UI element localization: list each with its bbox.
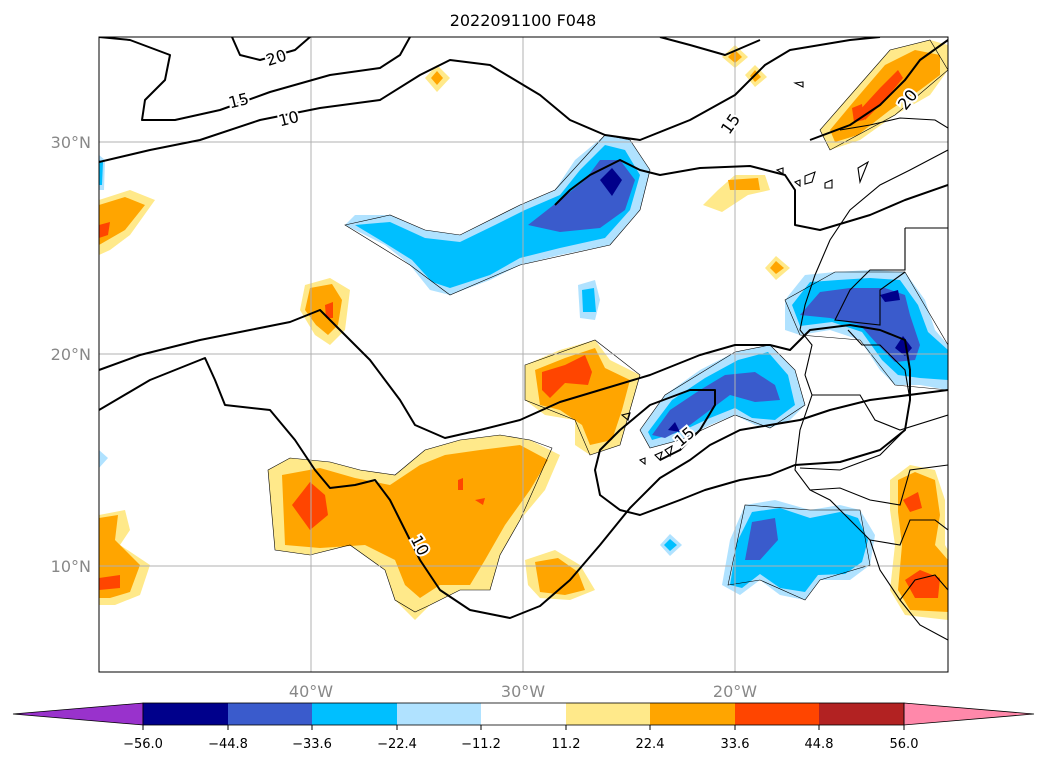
colorbar-ticks [142, 725, 905, 730]
contour-10-lower [99, 357, 948, 619]
warm-blob-red-small [475, 498, 485, 505]
warm-spot-e-orange [770, 261, 784, 274]
contour-15-right [554, 159, 948, 231]
warm-ne-coast-red [858, 70, 903, 120]
african-border-4 [809, 464, 948, 506]
warm-africa-red-1 [903, 492, 922, 512]
colorbar-tick-label: 56.0 [890, 737, 919, 752]
cool-blob-10n-blue [745, 518, 778, 560]
african-border-5 [869, 519, 948, 601]
cool-edge-28n-cyan [99, 160, 103, 185]
african-border-3 [812, 394, 948, 431]
warm-blob-18n-red [542, 355, 592, 398]
positive-anomaly-areas [99, 40, 948, 620]
colorbar-segment [735, 703, 819, 725]
colorbar-segment [819, 703, 904, 725]
warm-spot-c-orange [431, 71, 443, 85]
colorbar-max-arrow [903, 702, 1035, 726]
warm-blob-red-small [458, 478, 463, 490]
warm-blob-large-orange [282, 445, 548, 598]
colorbar-tick-label: −11.2 [461, 737, 501, 752]
contour-20-north-b [231, 37, 311, 61]
anomaly-outlines [267, 39, 948, 613]
map-panel: 20 15 10 15 20 15 10 [99, 37, 948, 672]
warm-spot-22n-red [325, 302, 333, 318]
warm-blob-red [292, 482, 328, 530]
african-border-1 [834, 227, 948, 326]
cool-spot-10n-cyan [664, 539, 677, 551]
cool-blob-17n-deep [668, 422, 680, 432]
colorbar-tick-label: −44.8 [208, 737, 248, 752]
colorbar-segment [566, 703, 650, 725]
contour-15-10 [99, 37, 881, 163]
lon-label: 20°W [713, 682, 757, 701]
colorbar-tick-label: 22.4 [636, 737, 665, 752]
colorbar-tick-label: −56.0 [123, 737, 163, 752]
colorbar-segment [312, 703, 397, 725]
colorbar-segment [228, 703, 312, 725]
iberia-coast [839, 117, 948, 131]
colorbar-segment [143, 703, 228, 725]
cape-verde [620, 412, 673, 466]
lon-label: 40°W [289, 682, 333, 701]
colorbar-tick-label: 33.6 [721, 737, 750, 752]
lat-label: 20°N [51, 345, 91, 364]
lat-label: 30°N [51, 133, 91, 152]
warm-spot-d-orange [728, 178, 760, 190]
colorbar-segment [397, 703, 481, 725]
cool-blob-21n-blue [800, 288, 920, 362]
colorbar-segment [481, 703, 566, 725]
warm-edge-10n-red [99, 575, 120, 590]
cool-spot-edge [99, 450, 108, 468]
map-frame [98, 36, 949, 673]
cool-spot-22n-cyan [582, 288, 596, 312]
cool-band-26n-deep [600, 168, 622, 196]
warm-spot-b-orange [750, 70, 761, 82]
warm-edge-26n-red [99, 222, 110, 238]
contour-20-north [99, 37, 411, 121]
colorbar-segment [650, 703, 735, 725]
colorbar-tick-label: −22.4 [377, 737, 417, 752]
colorbar-tick-label: −33.6 [292, 737, 332, 752]
canary-islands [775, 81, 870, 189]
cool-band-26n-cyan [355, 145, 640, 288]
warm-africa-red-2 [905, 570, 940, 598]
colorbar-min-arrow [12, 702, 144, 726]
colorbar-tick-label: 11.2 [552, 737, 581, 752]
cool-blob-21n-deep2 [880, 290, 900, 302]
contour-15-right-2 [659, 37, 761, 56]
contour-lines [99, 37, 948, 619]
contour-20-ne [809, 39, 948, 141]
contour-10-south [99, 309, 911, 516]
lat-label: 10°N [51, 557, 91, 576]
colorbar: −56.0 −44.8 −33.6 −22.4 −11.2 11.2 22.4 … [12, 702, 1035, 752]
warm-spot-9n-orange [535, 558, 585, 595]
lon-label: 30°W [501, 682, 545, 701]
map-title: 2022091100 F048 [450, 11, 597, 30]
gridlines [99, 37, 948, 672]
warm-edge-26n-orange [99, 197, 145, 245]
colorbar-tick-label: 44.8 [805, 737, 834, 752]
